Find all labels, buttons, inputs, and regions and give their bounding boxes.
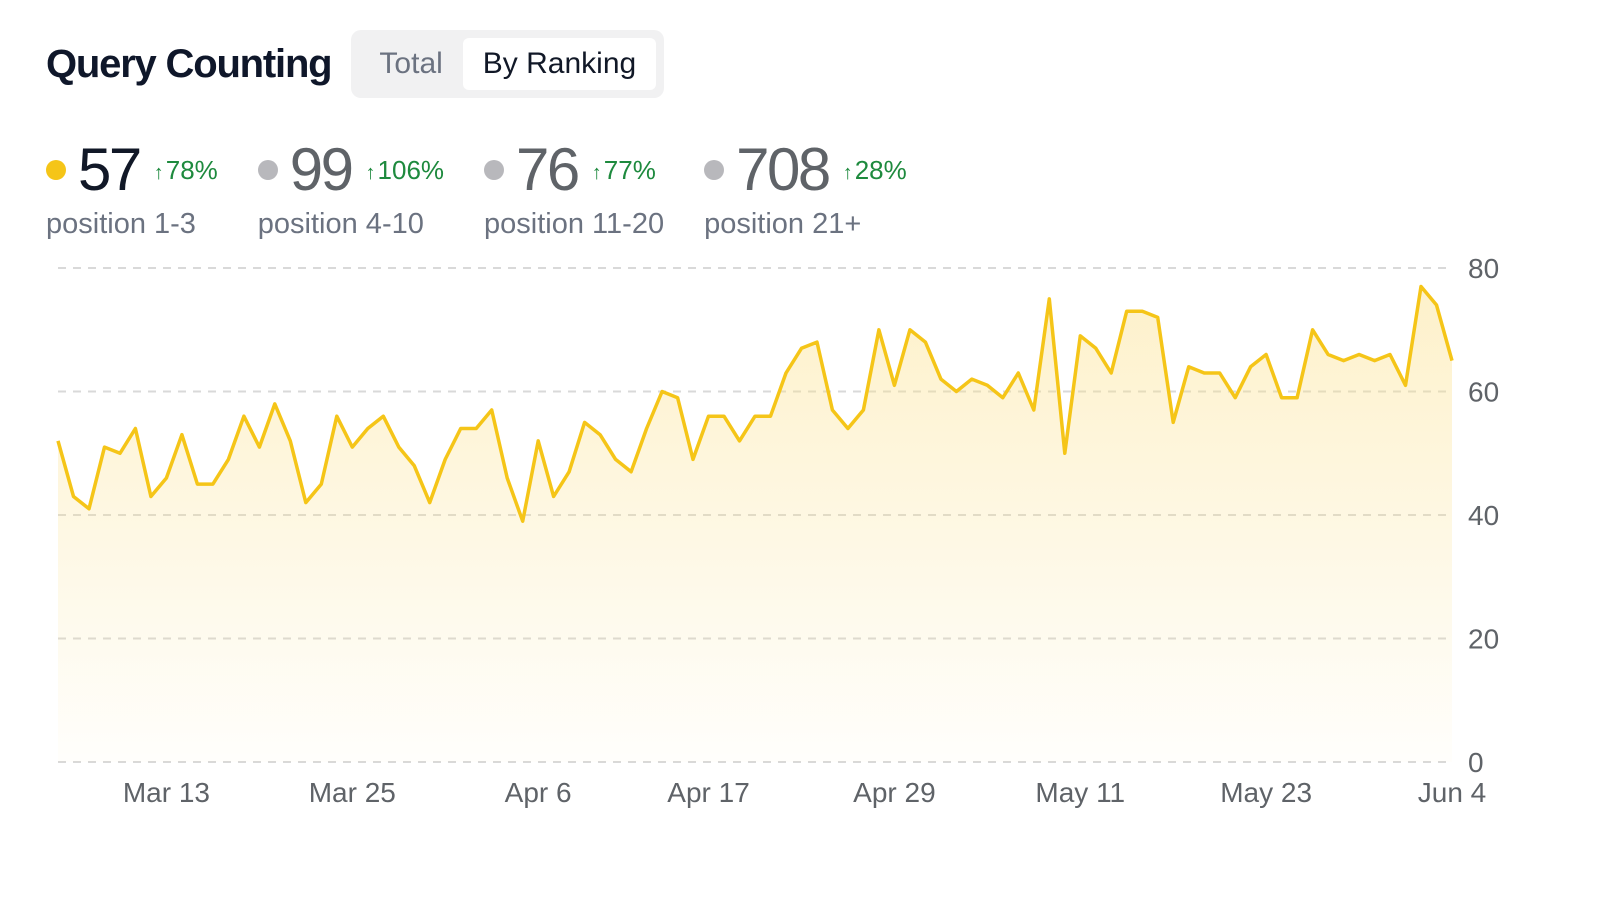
x-tick-label: Apr 6 [505,777,572,808]
arrow-up-icon: ↑ [842,161,853,184]
stat-change-value: 77% [603,154,656,185]
series-dot-icon [46,160,66,180]
stat-value: 76 [516,136,580,203]
arrow-up-icon: ↑ [591,161,602,184]
stat-label: position 11-20 [484,208,665,240]
x-tick-label: Apr 17 [667,777,750,808]
stat-change-value: 78% [165,154,218,185]
tab-total[interactable]: Total [379,47,443,80]
stat-position-11-20[interactable]: 76 ↑77% position 11-20 [484,138,664,241]
x-tick-label: Jun 4 [1418,777,1487,808]
x-tick-label: Mar 25 [309,777,396,808]
arrow-up-icon: ↑ [365,161,376,184]
series-area [58,286,1452,762]
view-tabs: Total By Ranking [351,30,665,98]
series-dot-icon [484,160,505,180]
chart-header: Query Counting Total By Ranking [46,30,665,98]
stat-change: ↑78% [154,155,218,186]
y-tick-label: 0 [1468,747,1484,778]
stat-label: position 21+ [704,208,862,240]
stat-value: 708 [736,136,831,203]
stat-label: position 4-10 [257,208,424,240]
x-tick-label: Apr 29 [853,777,936,808]
y-tick-label: 80 [1468,253,1499,284]
y-tick-label: 40 [1468,500,1499,531]
stat-position-21-plus[interactable]: 708 ↑28% position 21+ [704,138,907,241]
stat-position-1-3[interactable]: 57 ↑78% position 1-3 [46,138,218,241]
stat-change-value: 28% [854,154,907,185]
series-dot-icon [704,160,725,180]
y-tick-label: 60 [1468,377,1499,408]
stat-change: ↑28% [843,155,907,186]
stat-change: ↑77% [592,155,656,186]
y-tick-label: 20 [1468,624,1499,655]
chart-title: Query Counting [46,41,333,86]
y-axis-ticks: 0 20 40 60 80 [1468,253,1499,778]
x-tick-label: Mar 13 [123,777,210,808]
x-tick-label: May 11 [1035,777,1125,808]
stat-value: 99 [289,136,354,203]
stat-label: position 1-3 [46,208,196,240]
stat-position-4-10[interactable]: 99 ↑106% position 4-10 [257,136,445,241]
stat-change: ↑106% [366,155,445,186]
x-axis-ticks: Mar 13 Mar 25 Apr 6 Apr 17 Apr 29 May 11 May 2… [123,777,1486,808]
series-dot-icon [257,160,278,180]
arrow-up-icon: ↑ [153,161,164,184]
ranking-stats: 57 ↑78% position 1-3 99 ↑106% position 4… [46,138,947,241]
tab-by-ranking[interactable]: By Ranking [462,38,657,90]
stat-change-value: 106% [377,154,445,185]
stat-value: 57 [78,136,142,203]
series-line[interactable] [56,284,1454,523]
x-tick-label: May 23 [1220,777,1312,808]
